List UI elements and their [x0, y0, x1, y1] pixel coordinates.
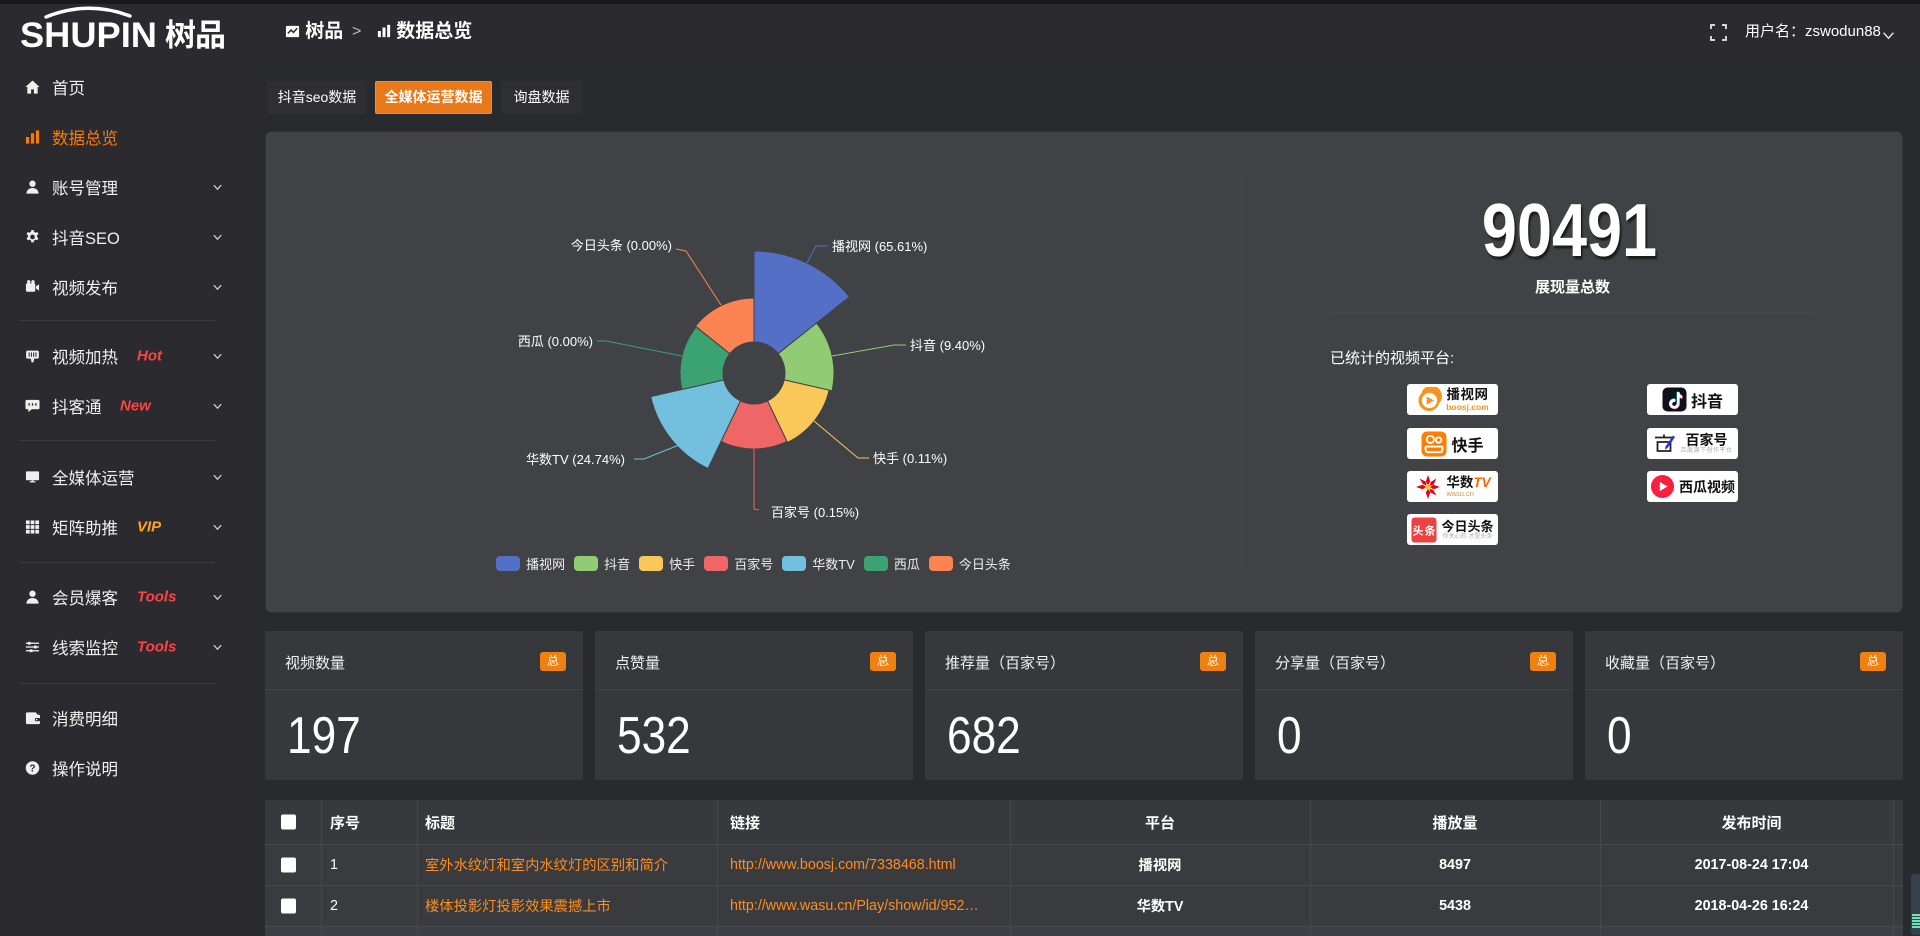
svg-text:华数TV (24.74%): 华数TV (24.74%) — [526, 452, 625, 467]
svg-text:SHUPIN: SHUPIN — [20, 16, 157, 55]
svg-text:百家号 (0.15%): 百家号 (0.15%) — [771, 505, 859, 520]
svg-text:头: 头 — [1413, 523, 1424, 537]
svg-text:抖音 (9.40%): 抖音 (9.40%) — [910, 338, 985, 353]
svg-text:条: 条 — [1425, 523, 1436, 537]
svg-text:播视网 (65.61%): 播视网 (65.61%) — [832, 239, 927, 254]
svg-text:快手 (0.11%): 快手 (0.11%) — [873, 451, 947, 466]
svg-text:?: ? — [29, 763, 35, 774]
svg-text:树品: 树品 — [165, 18, 226, 53]
svg-text:西瓜 (0.00%): 西瓜 (0.00%) — [518, 334, 593, 349]
svg-text:今日头条 (0.00%): 今日头条 (0.00%) — [571, 238, 672, 253]
